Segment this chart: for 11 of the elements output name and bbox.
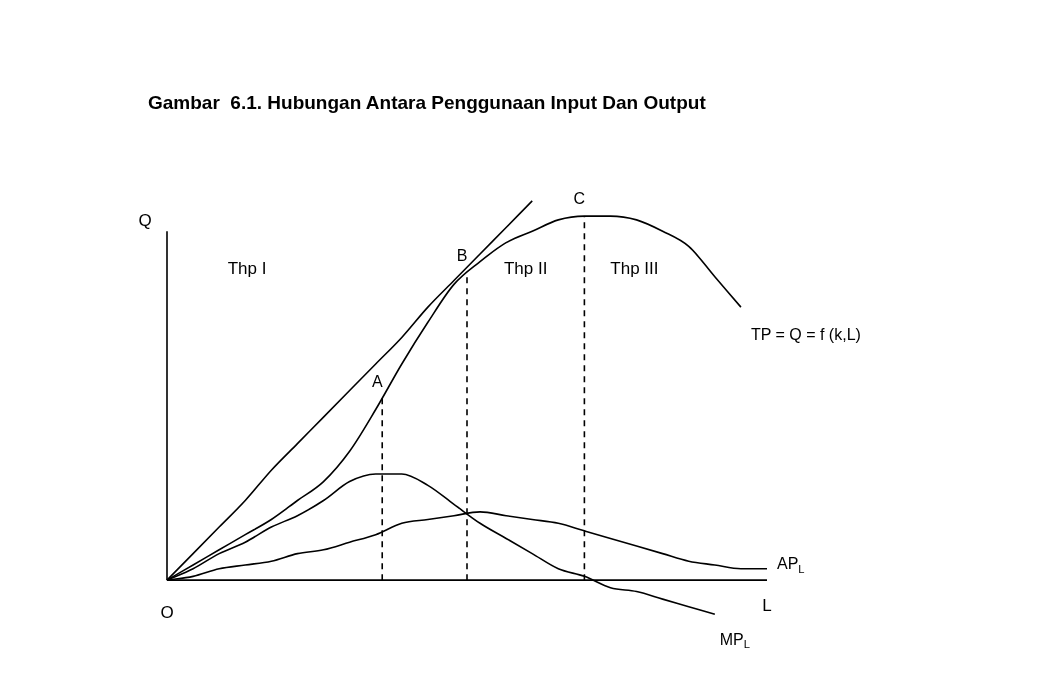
series-label: TP = Q = f (k,L) [750, 325, 861, 343]
x-axis-title: L [762, 595, 772, 615]
annotation: A [371, 372, 383, 390]
annotation: Thp III [610, 258, 659, 278]
annotation: Thp II [503, 258, 548, 278]
y-axis-title: Q [138, 210, 152, 230]
annotation: C [573, 190, 586, 208]
annotation: O [160, 602, 174, 622]
chart-title: Gambar 6.1. Hubungan Antara Penggunaan Input Dan Output [148, 92, 707, 114]
annotation: Thp I [227, 258, 267, 278]
annotation: B [456, 247, 468, 265]
